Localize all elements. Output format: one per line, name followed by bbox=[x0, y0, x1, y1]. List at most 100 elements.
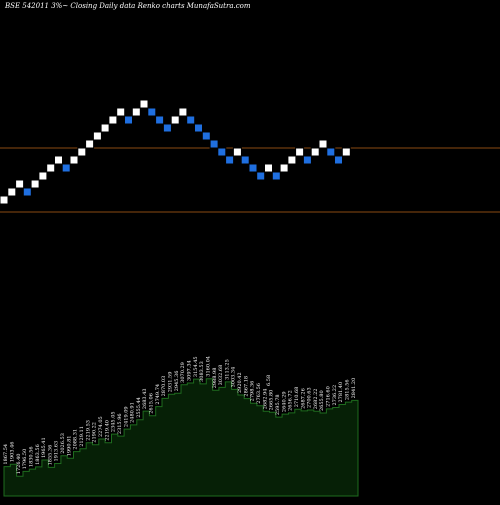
chart-header: BSE 542011 3%~ Closing Daily data Renko … bbox=[5, 2, 251, 10]
volume-label: 2781.40 bbox=[338, 382, 344, 403]
renko-brick-up bbox=[7, 187, 17, 197]
volume-label: 2219.53 bbox=[85, 420, 91, 441]
renko-brick-down bbox=[194, 123, 203, 133]
renko-brick-up bbox=[264, 163, 273, 173]
renko-brick-down bbox=[61, 163, 71, 173]
renko-brick-down bbox=[225, 155, 235, 165]
renko-brick-up bbox=[77, 147, 87, 157]
renko-brick-up bbox=[295, 147, 305, 157]
volume-series bbox=[3, 378, 359, 497]
renko-brick-up bbox=[0, 195, 9, 205]
renko-brick-down bbox=[22, 187, 32, 197]
renko-brick-up bbox=[318, 139, 328, 149]
renko-brick-down bbox=[147, 107, 157, 117]
volume-label: 2088.31 bbox=[73, 429, 79, 450]
renko-brick-down bbox=[248, 163, 258, 173]
renko-brick-up bbox=[279, 163, 289, 173]
renko-brick-up bbox=[287, 155, 297, 165]
volume-label: 2841.20 bbox=[351, 378, 357, 399]
volume-label: 2798.36 bbox=[250, 381, 256, 402]
renko-brick-down bbox=[155, 115, 165, 125]
volume-label: 1863.56 bbox=[35, 444, 41, 465]
volume-label: 3003.34 bbox=[231, 367, 237, 388]
renko-brick-up bbox=[139, 99, 149, 109]
volume-label: 2683.43 bbox=[142, 388, 148, 409]
volume-label: 2274.05 bbox=[98, 416, 104, 437]
volume-label: 2315.96 bbox=[117, 413, 123, 434]
volume-area bbox=[3, 378, 359, 497]
renko-brick-up bbox=[30, 179, 40, 189]
renko-brick-up bbox=[38, 171, 48, 181]
volume-label: 2640.29 bbox=[281, 391, 287, 412]
volume-label: 2815.56 bbox=[345, 379, 351, 400]
volume-label: 1726.40 bbox=[16, 454, 22, 475]
volume-label: 1903.46 bbox=[10, 442, 16, 463]
volume-label: 2345.05 bbox=[111, 411, 117, 432]
volume-label: 1796.50 bbox=[22, 449, 28, 470]
renko-brick-down bbox=[271, 171, 281, 181]
volume-label: 3160.04 bbox=[205, 356, 211, 377]
volume-label: 2931.59 bbox=[168, 372, 174, 393]
renko-brick-down bbox=[302, 155, 312, 165]
renko-brick-up bbox=[54, 155, 63, 165]
volume-label-extra: 6.58 bbox=[266, 375, 272, 386]
renko-brick-up bbox=[15, 179, 25, 189]
volume-label: 1913.63 bbox=[54, 441, 60, 462]
volume-label: 2682.94 bbox=[262, 389, 268, 410]
renko-brick-up bbox=[108, 115, 118, 125]
renko-brick-down bbox=[209, 139, 219, 149]
volume-label: 2749.74 bbox=[155, 384, 161, 405]
volume-label: 2716.60 bbox=[326, 386, 332, 407]
renko-brick-up bbox=[69, 155, 79, 165]
volume-label: 2736.22 bbox=[332, 385, 338, 406]
renko-brick-up bbox=[131, 107, 141, 117]
volume-label: 1990.81 bbox=[66, 436, 72, 457]
volume-label: 2026.53 bbox=[60, 433, 66, 454]
renko-brick-up bbox=[178, 107, 188, 117]
renko-brick-up bbox=[232, 147, 242, 157]
volume-label: 2615.06 bbox=[149, 393, 155, 414]
renko-brick-down bbox=[124, 115, 133, 125]
volume-label: 2555.44 bbox=[136, 397, 142, 418]
volume-label: 3097.34 bbox=[187, 360, 193, 381]
volume-label: 1965.41 bbox=[41, 437, 47, 458]
renko-brick-up bbox=[46, 163, 56, 173]
volume-label: 2988.98 bbox=[212, 368, 218, 389]
renko-bricks bbox=[0, 99, 351, 205]
volume-label: 1830.56 bbox=[28, 446, 34, 467]
volume-label: 2219.40 bbox=[104, 420, 110, 441]
volume-label: 2656.72 bbox=[288, 390, 294, 411]
renko-brick-down bbox=[256, 171, 266, 181]
renko-brick-down bbox=[240, 155, 250, 165]
volume-label: 2920.42 bbox=[237, 372, 243, 393]
volume-label: 3032.68 bbox=[218, 365, 224, 386]
volume-label: 2129.11 bbox=[79, 426, 85, 447]
volume-label: 2595.78 bbox=[275, 394, 281, 415]
renko-brick-up bbox=[341, 147, 351, 157]
volume-label: 2665.80 bbox=[269, 390, 275, 411]
volume-label: 2700.63 bbox=[307, 387, 313, 408]
renko-brick-down bbox=[162, 123, 172, 133]
renko-brick-down bbox=[186, 115, 196, 125]
volume-label: 3154.45 bbox=[193, 356, 199, 377]
volume-label: 2710.68 bbox=[294, 387, 300, 408]
renko-brick-down bbox=[217, 147, 227, 157]
volume-label: 3070.29 bbox=[180, 362, 186, 383]
renko-brick-down bbox=[326, 147, 336, 157]
renko-brick-up bbox=[92, 131, 102, 141]
volume-label: 2763.56 bbox=[256, 383, 262, 404]
volume-label: 2655.80 bbox=[319, 390, 325, 411]
volume-label: 2682.22 bbox=[313, 389, 319, 410]
volume-label: 2867.18 bbox=[243, 376, 249, 397]
volume-label: 3083.53 bbox=[199, 361, 205, 382]
volume-label: 2190.22 bbox=[92, 422, 98, 443]
volume-label: 1867.54 bbox=[3, 444, 9, 465]
volume-label: 2870.03 bbox=[161, 376, 167, 397]
renko-brick-up bbox=[310, 147, 320, 157]
renko-brick-down bbox=[334, 155, 343, 165]
volume-label: 2419.09 bbox=[123, 406, 129, 427]
renko-brick-up bbox=[116, 107, 126, 117]
